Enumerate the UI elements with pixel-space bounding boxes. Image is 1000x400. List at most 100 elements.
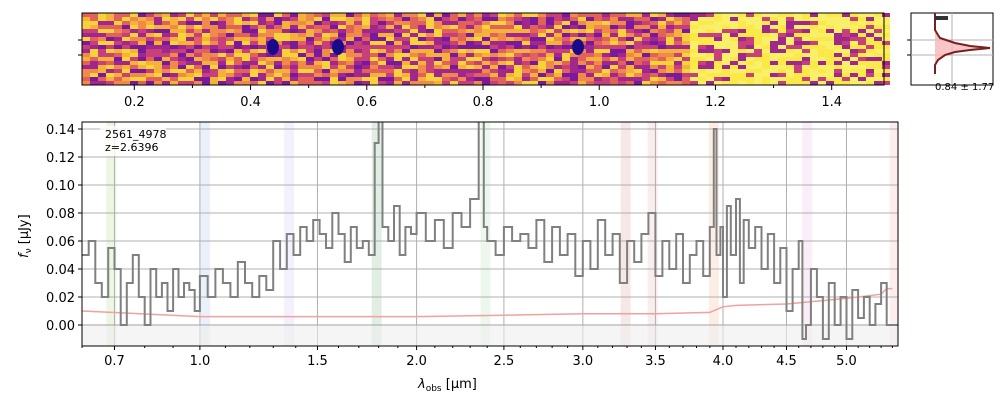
pixel [578, 69, 586, 73]
pixel [618, 57, 626, 61]
pixel [130, 73, 138, 77]
pixel [186, 57, 194, 61]
pixel [234, 29, 242, 33]
pixel [146, 49, 154, 53]
pixel [882, 45, 890, 49]
pixel [442, 29, 450, 33]
pixel [122, 21, 130, 25]
pixel [626, 81, 634, 85]
pixel [98, 41, 106, 45]
pixel [818, 65, 826, 69]
pixel [154, 69, 162, 73]
pixel [290, 29, 298, 33]
pixel [242, 41, 250, 45]
pixel [394, 69, 402, 73]
pixel [130, 17, 138, 21]
pixel [642, 73, 650, 77]
pixel [194, 73, 202, 77]
pixel [698, 21, 706, 25]
pixel [394, 37, 402, 41]
pixel [354, 61, 362, 65]
pixel [714, 41, 722, 45]
pixel [386, 65, 394, 69]
pixel [474, 81, 482, 85]
pixel [658, 65, 666, 69]
pixel [346, 37, 354, 41]
pixel [866, 29, 874, 33]
pixel [546, 25, 554, 29]
pixel [226, 77, 234, 81]
pixel [226, 53, 234, 57]
pixel [882, 13, 890, 17]
pixel [834, 61, 842, 65]
pixel [314, 57, 322, 61]
pixel [138, 81, 146, 85]
pixel [642, 21, 650, 25]
pixel [194, 33, 202, 37]
pixel [770, 21, 778, 25]
pixel [506, 13, 514, 17]
pixel [418, 81, 426, 85]
pixel [362, 69, 370, 73]
pixel [714, 21, 722, 25]
pixel [298, 21, 306, 25]
pixel [130, 33, 138, 37]
pixel [858, 77, 866, 81]
pixel [514, 77, 522, 81]
pixel [282, 57, 290, 61]
pixel [674, 21, 682, 25]
pixel [402, 13, 410, 17]
pixel [194, 49, 202, 53]
pixel [314, 69, 322, 73]
pixel [698, 25, 706, 29]
pixel [250, 25, 258, 29]
pixel [226, 61, 234, 65]
pixel [666, 77, 674, 81]
pixel [570, 81, 578, 85]
pixel [458, 53, 466, 57]
pixel [522, 53, 530, 57]
pixel [770, 33, 778, 37]
pixel [290, 65, 298, 69]
pixel [146, 33, 154, 37]
pixel [106, 17, 114, 21]
pixel [538, 21, 546, 25]
pixel [466, 57, 474, 61]
pixel [282, 25, 290, 29]
pixel [786, 37, 794, 41]
pixel [98, 33, 106, 37]
pixel [298, 73, 306, 77]
pixel [730, 21, 738, 25]
pixel [130, 53, 138, 57]
pixel [634, 57, 642, 61]
pixel [194, 25, 202, 29]
pixel [530, 73, 538, 77]
pixel [162, 53, 170, 57]
pixel [794, 77, 802, 81]
pixel [778, 77, 786, 81]
pixel [426, 61, 434, 65]
emission-blob-0 [267, 39, 279, 55]
pixel [194, 61, 202, 65]
pixel [346, 77, 354, 81]
pixel [314, 17, 322, 21]
pixel [834, 69, 842, 73]
pixel [490, 73, 498, 77]
pixel [570, 13, 578, 17]
pixel [162, 49, 170, 53]
pixel [874, 81, 882, 85]
pixel [330, 57, 338, 61]
pixel [554, 29, 562, 33]
pixel [362, 41, 370, 45]
pixel [794, 13, 802, 17]
pixel [290, 69, 298, 73]
pixel [658, 61, 666, 65]
pixel [522, 57, 530, 61]
pixel [266, 73, 274, 77]
pixel [146, 17, 154, 21]
pixel [170, 53, 178, 57]
pixel [362, 21, 370, 25]
pixel [202, 61, 210, 65]
pixel [602, 81, 610, 85]
pixel [194, 13, 202, 17]
